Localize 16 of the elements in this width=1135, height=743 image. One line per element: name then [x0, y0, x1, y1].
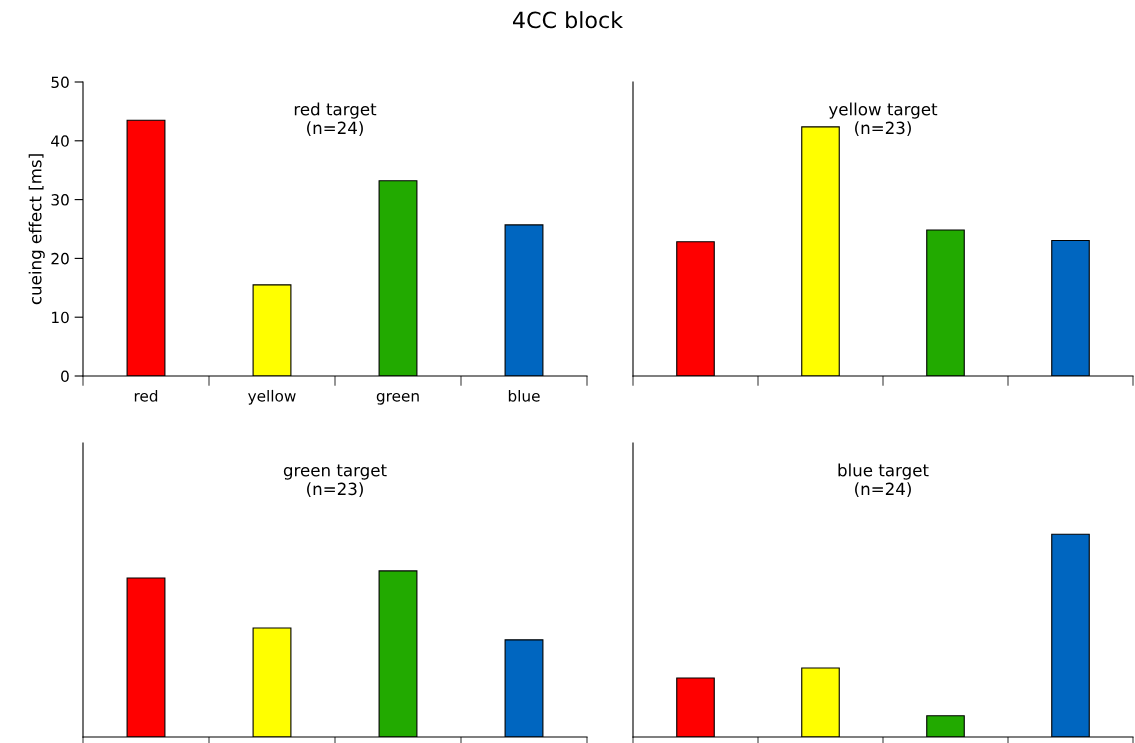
x-tick-label: yellow — [248, 389, 296, 405]
y-tick-label: 50 — [51, 76, 69, 89]
y-tick-label: 0 — [61, 370, 69, 383]
chart-subtitle: blue target (n=24) — [838, 463, 929, 498]
y-tick-label: 10 — [52, 311, 69, 324]
chart-title: 4CC block — [512, 11, 624, 29]
y-tick-label: 40 — [51, 135, 69, 147]
chart-subtitle: yellow target (n=23) — [828, 102, 938, 137]
text: red target (n=24) — [294, 102, 377, 137]
chart-subtitle: green target (n=23) — [283, 464, 387, 498]
x-tick-label: green — [376, 392, 419, 405]
y-axis-title: cueing effect [ms] — [28, 154, 45, 305]
x-tick-label: red — [134, 389, 158, 402]
y-tick-label: 20 — [51, 252, 69, 265]
y-tick-label: 30 — [51, 194, 69, 206]
x-tick-label: blue — [508, 389, 540, 402]
